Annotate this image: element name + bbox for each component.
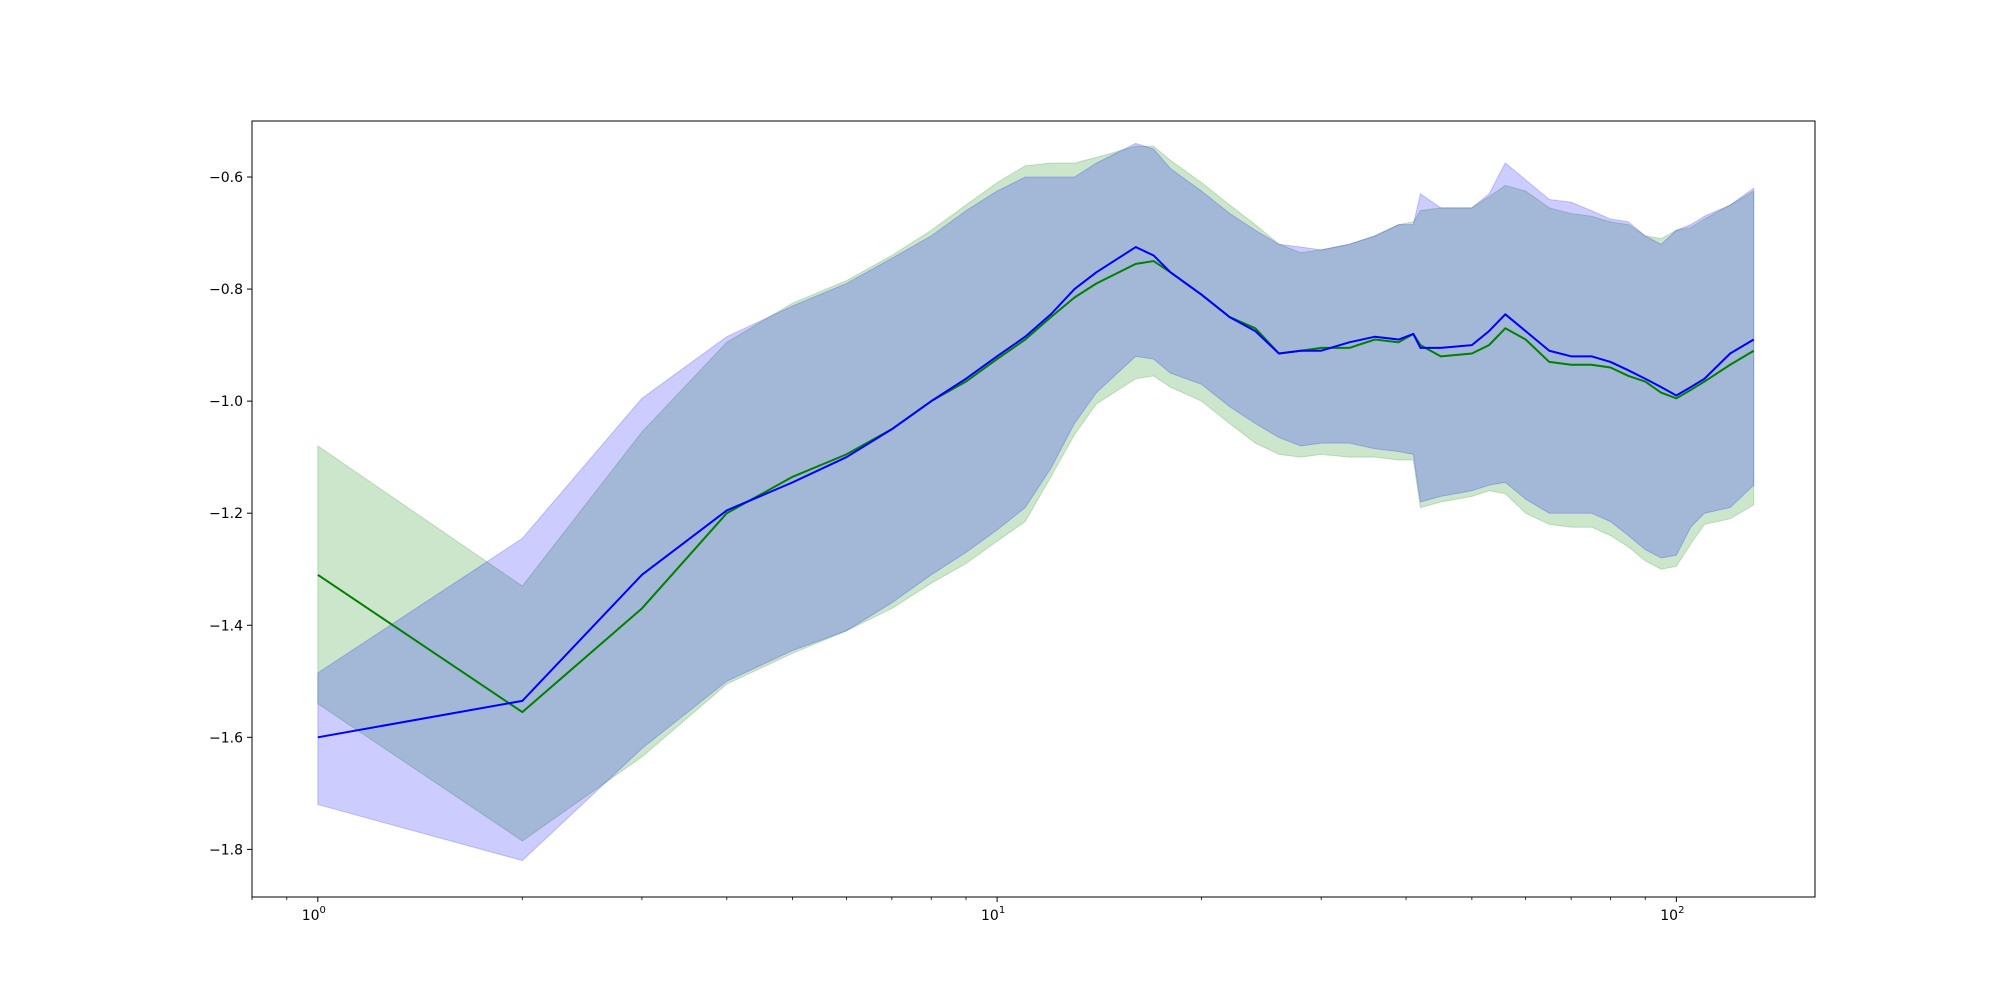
series-lines [317, 246, 1755, 739]
y-tick-label: −1.4 [209, 618, 243, 634]
y-tick-label: −1.2 [209, 506, 243, 522]
y-tick-label: −1.8 [209, 842, 243, 858]
series-2-line [317, 246, 1755, 739]
x-tick-label: 102 [1660, 905, 1684, 924]
y-tick-label: −0.8 [209, 282, 243, 298]
plot-area-frame [251, 120, 1816, 898]
x-axis: 100 101 102 [251, 897, 1684, 924]
y-tick-label: −1.6 [209, 730, 243, 746]
y-tick-label: −0.6 [209, 170, 243, 186]
y-axis: −1.8 −1.6 −1.4 −1.2 −1.0 −0.8 −0.6 [209, 170, 252, 858]
x-tick-label: 100 [302, 905, 326, 924]
series-1-band [317, 145, 1755, 842]
y-tick-label: −1.0 [209, 394, 243, 410]
x-tick-label: 101 [981, 905, 1005, 924]
confidence-bands [317, 142, 1755, 862]
series-2-band [317, 142, 1755, 862]
